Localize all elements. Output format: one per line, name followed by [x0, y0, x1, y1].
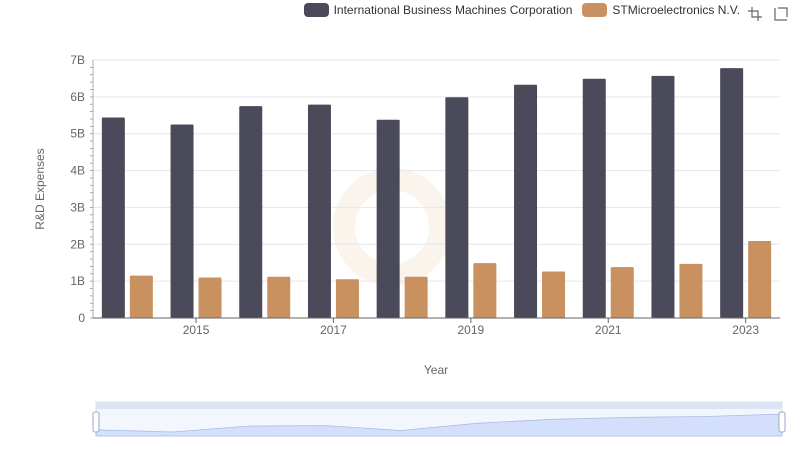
- bar-stm-2018: [404, 276, 428, 318]
- y-tick-label: 0: [78, 311, 85, 325]
- zoom-handle-right[interactable]: [778, 411, 786, 433]
- legend-item-ibm[interactable]: International Business Machines Corporat…: [303, 3, 573, 17]
- restore-zoom-icon[interactable]: [772, 5, 790, 23]
- bar-ibm-2016: [239, 106, 263, 318]
- bars: [101, 68, 772, 319]
- legend-swatch-ibm: [303, 3, 329, 17]
- bar-ibm-2015: [170, 124, 194, 318]
- legend-swatch-stm: [582, 3, 608, 17]
- y-axis: 0 1B 2B 3B 4B 5B 6B 7B: [70, 53, 94, 325]
- y-axis-title: R&D Expenses: [33, 148, 47, 229]
- bar-ibm-2020: [514, 84, 538, 319]
- bar-ibm-2022: [651, 75, 675, 318]
- x-tick-label: 2023: [732, 323, 759, 337]
- bar-stm-2022: [679, 263, 703, 318]
- y-tick-label: 7B: [70, 53, 85, 67]
- bar-ibm-2018: [376, 119, 400, 318]
- bar-ibm-2017: [307, 104, 331, 319]
- x-axis-title: Year: [424, 363, 448, 377]
- y-tick-label: 4B: [70, 164, 85, 178]
- bar-stm-2017: [335, 279, 359, 318]
- data-zoom-slider[interactable]: [92, 401, 786, 437]
- bar-stm-2019: [473, 263, 497, 318]
- bar-ibm-2019: [445, 97, 469, 319]
- y-tick-label: 3B: [70, 200, 85, 214]
- legend-label-ibm: International Business Machines Corporat…: [333, 3, 573, 17]
- x-tick-label: 2017: [320, 323, 347, 337]
- legend-label-stm: STMicroelectronics N.V.: [612, 3, 740, 17]
- bar-stm-2016: [267, 276, 291, 318]
- y-tick-label: 5B: [70, 127, 85, 141]
- zoom-icon[interactable]: [746, 5, 764, 23]
- bar-stm-2014: [129, 275, 153, 318]
- x-tick-label: 2019: [457, 323, 484, 337]
- bar-stm-2021: [610, 267, 634, 318]
- zoom-top-bar[interactable]: [96, 402, 782, 409]
- zoom-handle-left[interactable]: [92, 411, 100, 433]
- legend: International Business Machines Corporat…: [294, 3, 740, 17]
- bar-stm-2020: [542, 271, 566, 318]
- bar-stm-2023: [748, 240, 772, 318]
- y-tick-label: 6B: [70, 90, 85, 104]
- y-tick-label: 2B: [70, 237, 85, 251]
- y-tick-label: 1B: [70, 274, 85, 288]
- bar-ibm-2021: [582, 78, 606, 318]
- x-axis: 2015 2017 2019 2021 2023: [93, 317, 780, 337]
- bar-ibm-2023: [720, 68, 744, 318]
- x-tick-label: 2015: [183, 323, 210, 337]
- toolbox: [746, 5, 790, 23]
- bar-stm-2015: [198, 277, 222, 318]
- x-tick-label: 2021: [595, 323, 622, 337]
- bar-ibm-2014: [101, 117, 125, 318]
- legend-item-stm[interactable]: STMicroelectronics N.V.: [582, 3, 740, 17]
